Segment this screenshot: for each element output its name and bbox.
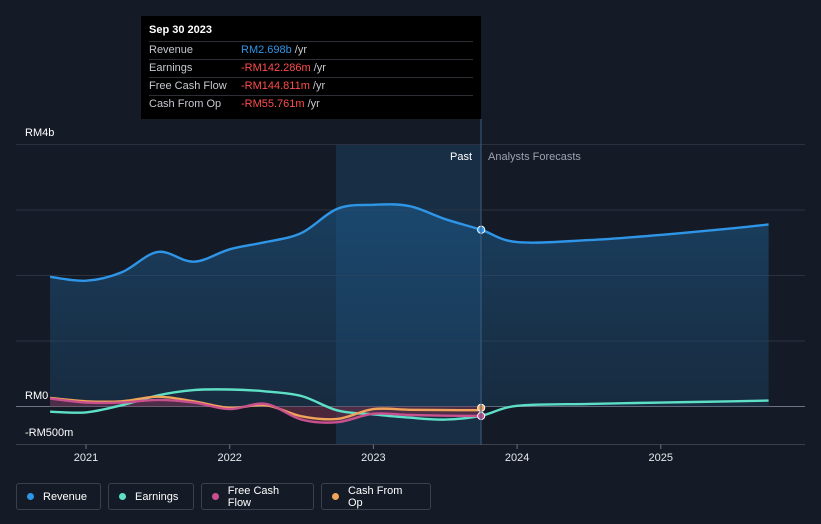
- legend-item-cash-from-op[interactable]: Cash From Op: [321, 483, 431, 510]
- free-cash-flow-line: [49, 397, 482, 424]
- revenue-dot-icon: [27, 493, 34, 500]
- legend-label: Cash From Op: [347, 484, 403, 509]
- earnings-dot-icon: [119, 493, 126, 500]
- x-tick-label: 2023: [361, 452, 385, 464]
- legend-item-earnings[interactable]: Earnings: [108, 483, 194, 510]
- tooltip-row-cash-from-op: Cash From Op -RM55.761m /yr: [149, 95, 473, 113]
- tooltip-unit: /yr: [312, 80, 326, 92]
- legend-label: Revenue: [43, 490, 88, 503]
- cash-from-op-line: [50, 395, 482, 421]
- y-axis-label: -RM500m: [25, 427, 73, 439]
- forecast-label: Analysts Forecasts: [488, 151, 581, 163]
- tooltip-label: Earnings: [149, 62, 193, 74]
- cash-from-op-dot-icon: [332, 493, 339, 500]
- y-axis-label: RM0: [25, 390, 48, 402]
- tooltip-label: Free Cash Flow: [149, 80, 227, 92]
- x-tick-label: 2021: [74, 452, 98, 464]
- tooltip-value: -RM144.811m: [241, 80, 310, 92]
- tooltip-date: Sep 30 2023: [149, 24, 212, 36]
- tooltip-row-free-cash-flow: Free Cash Flow -RM144.811m /yr: [149, 77, 473, 95]
- x-tick-label: 2024: [505, 452, 529, 464]
- legend-label: Free Cash Flow: [227, 484, 280, 509]
- x-tick-label: 2022: [217, 452, 241, 464]
- tooltip-unit: /yr: [313, 62, 326, 74]
- tooltip-row-earnings: Earnings -RM142.286m /yr: [149, 59, 473, 77]
- tooltip-unit: /yr: [294, 44, 307, 56]
- tooltip-value: -RM55.761m: [241, 98, 305, 110]
- legend: Revenue Earnings Free Cash Flow Cash Fro…: [16, 483, 431, 510]
- legend-item-revenue[interactable]: Revenue: [16, 483, 101, 510]
- revenue-line: [49, 203, 769, 282]
- legend-item-free-cash-flow[interactable]: Free Cash Flow: [201, 483, 314, 510]
- tooltip-row-revenue: Revenue RM2.698b /yr: [149, 41, 473, 59]
- legend-label: Earnings: [135, 490, 179, 503]
- tooltip-value: RM2.698b: [241, 44, 292, 56]
- tooltip-unit: /yr: [307, 98, 320, 110]
- past-label: Past: [450, 151, 472, 163]
- tooltip-value: -RM142.286m: [241, 62, 311, 74]
- free-cash-flow-dot-icon: [212, 493, 219, 500]
- x-tick-label: 2025: [649, 452, 673, 464]
- tooltip-label: Cash From Op: [149, 98, 222, 110]
- revenue-area: [50, 204, 769, 407]
- tooltip: Sep 30 2023 Revenue RM2.698b /yr Earning…: [141, 16, 481, 119]
- free-cash-flow-area: [50, 398, 482, 423]
- tooltip-label: Revenue: [149, 44, 194, 56]
- y-axis-label: RM4b: [25, 127, 54, 139]
